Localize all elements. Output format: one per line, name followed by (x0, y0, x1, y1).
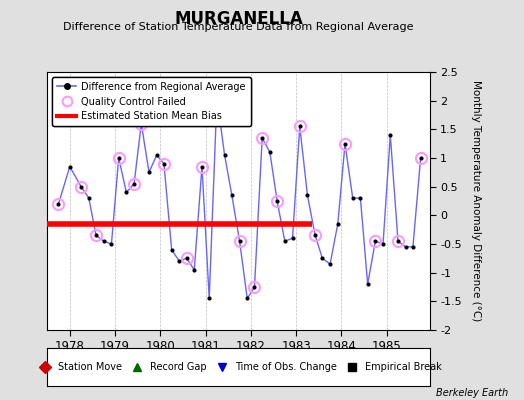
Text: Difference of Station Temperature Data from Regional Average: Difference of Station Temperature Data f… (63, 22, 413, 32)
Text: Berkeley Earth: Berkeley Earth (436, 388, 508, 398)
Legend: Station Move, Record Gap, Time of Obs. Change, Empirical Break: Station Move, Record Gap, Time of Obs. C… (32, 359, 444, 375)
Legend: Difference from Regional Average, Quality Control Failed, Estimated Station Mean: Difference from Regional Average, Qualit… (52, 77, 250, 126)
Y-axis label: Monthly Temperature Anomaly Difference (°C): Monthly Temperature Anomaly Difference (… (471, 80, 481, 322)
Text: MURGANELLA: MURGANELLA (174, 10, 303, 28)
